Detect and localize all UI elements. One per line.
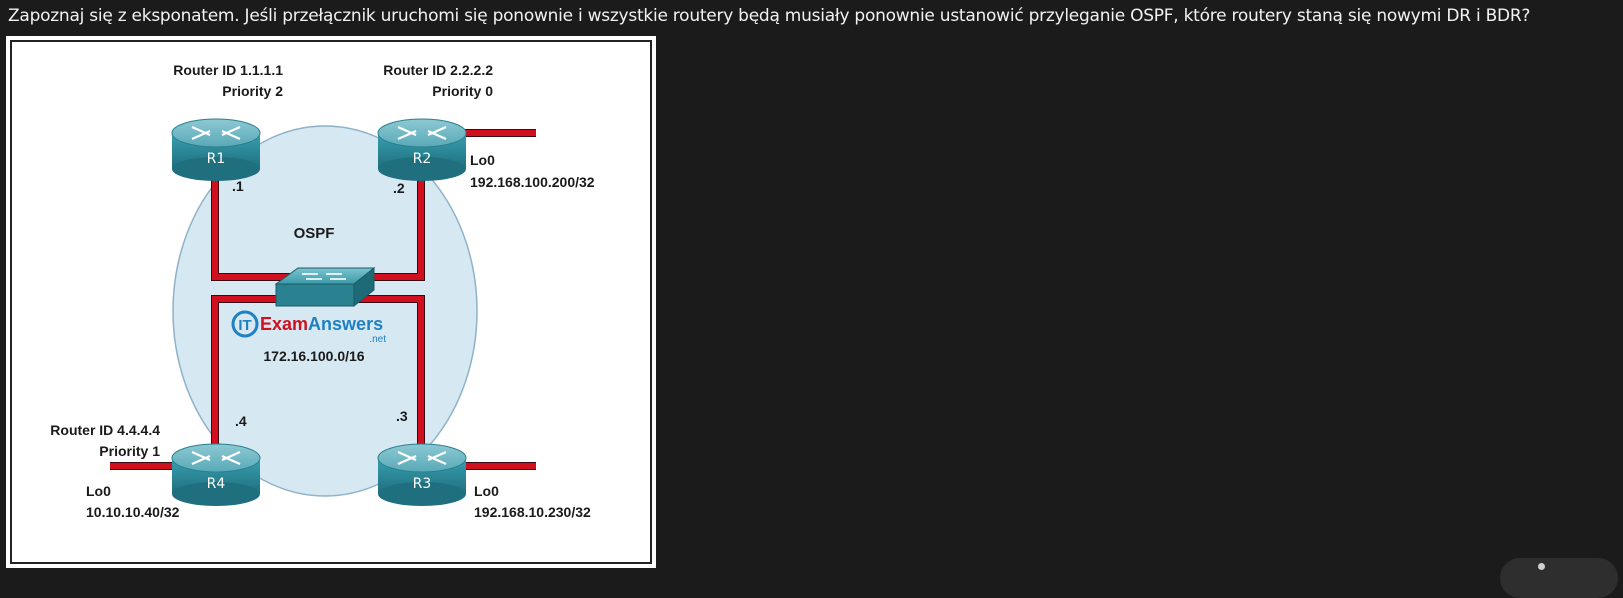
floating-action-button[interactable] — [1500, 558, 1618, 598]
router-r2-name: R2 — [413, 151, 432, 167]
router-r4-name: R4 — [207, 476, 226, 492]
router-r1: R1 — [171, 118, 261, 181]
logo-brand-text: ExamAnswers — [260, 314, 383, 334]
r4-ip-suffix: .4 — [235, 413, 247, 429]
r1-priority: Priority 2 — [222, 83, 283, 99]
r4-priority: Priority 1 — [99, 443, 160, 459]
r1-router-id: Router ID 1.1.1.1 — [173, 62, 283, 78]
ospf-label: OSPF — [294, 225, 335, 242]
r2-ip-suffix: .2 — [393, 180, 405, 196]
r2-priority: Priority 0 — [432, 83, 493, 99]
r4-loopback-name: Lo0 — [86, 483, 111, 499]
r4-router-id: Router ID 4.4.4.4 — [50, 422, 160, 438]
router-arrows-icon — [191, 125, 241, 141]
r2-loopback-name: Lo0 — [470, 152, 495, 168]
router-r3-name: R3 — [413, 476, 432, 492]
r3-loopback-ip: 192.168.10.230/32 — [474, 504, 591, 520]
router-r1-name: R1 — [207, 151, 226, 167]
r3-loopback-name: Lo0 — [474, 483, 499, 499]
network-address: 172.16.100.0/16 — [263, 348, 364, 364]
question-text: Zapoznaj się z eksponatem. Jeśli przełąc… — [8, 6, 1531, 26]
fab-icon — [1538, 563, 1545, 570]
network-exhibit-image: R1 R2 R4 R3 Router ID 1.1.1.1 Priority — [6, 36, 656, 568]
r2-router-id: Router ID 2.2.2.2 — [383, 62, 493, 78]
link-r3-switch — [346, 296, 424, 464]
r3-ip-suffix: .3 — [396, 408, 408, 424]
router-r3: R3 — [377, 443, 467, 506]
r2-loopback-ip: 192.168.100.200/32 — [470, 174, 595, 190]
switch-icon — [274, 266, 376, 308]
router-r2: R2 — [377, 118, 467, 181]
ospf-area-cloud — [172, 125, 478, 497]
link-r2-switch — [376, 164, 424, 280]
logo-it-text: IT — [238, 317, 251, 334]
r1-ip-suffix: .1 — [232, 178, 244, 194]
router-arrows-icon — [397, 125, 447, 141]
itexamanswers-logo: IT ExamAnswers .net — [231, 310, 386, 345]
router-r4: R4 — [171, 443, 261, 506]
router-arrows-icon — [397, 450, 447, 466]
router-arrows-icon — [191, 450, 241, 466]
r4-loopback-ip: 10.10.10.40/32 — [86, 504, 180, 520]
logo-suffix-text: .net — [369, 334, 386, 345]
